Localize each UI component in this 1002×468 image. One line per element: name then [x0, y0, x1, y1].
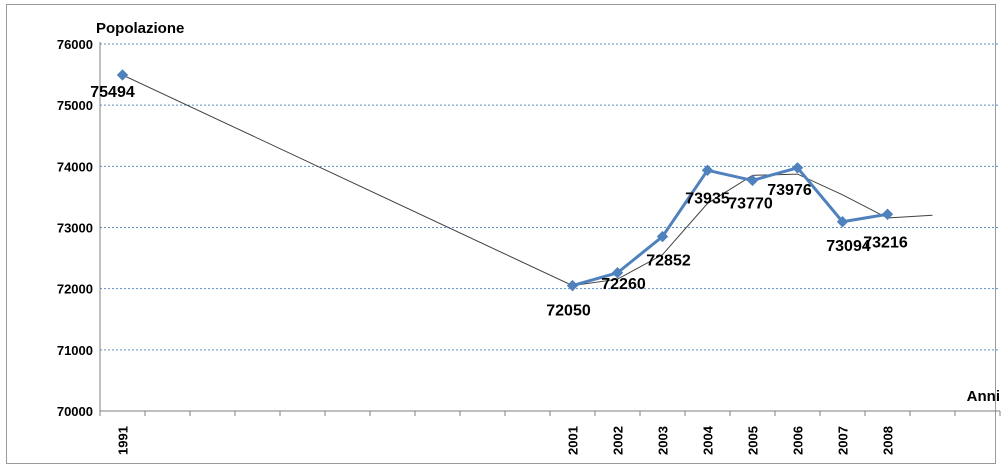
y-tick-label: 75000 — [57, 98, 93, 113]
axes — [99, 42, 1001, 416]
x-tick-label: 2001 — [566, 426, 581, 455]
data-point-marker — [836, 216, 849, 228]
data-label: 73935 — [685, 190, 730, 207]
chart-frame — [6, 4, 996, 464]
data-label: 73770 — [728, 195, 773, 212]
data-point-marker — [611, 267, 624, 279]
gridlines — [100, 43, 1000, 351]
data-label: 72260 — [601, 276, 646, 293]
x-tick-label: 1991 — [116, 426, 131, 455]
data-series — [116, 69, 894, 292]
y-tick-label: 73000 — [57, 221, 93, 236]
data-point-marker — [701, 164, 714, 177]
series-line — [572, 166, 888, 288]
data-label: 72050 — [546, 303, 591, 320]
data-label: 73216 — [863, 234, 908, 251]
x-tick-label: 2005 — [746, 426, 761, 455]
y-tick-label: 70000 — [57, 404, 93, 419]
trendline-path — [122, 74, 933, 287]
data-label: 75494 — [90, 84, 135, 101]
data-point-marker — [656, 230, 669, 243]
x-tick-label: 2002 — [611, 426, 626, 455]
y-tick-label: 72000 — [57, 282, 93, 297]
x-tick-label: 2004 — [701, 425, 716, 455]
data-label: 72852 — [646, 253, 691, 270]
data-point-marker — [566, 279, 579, 292]
data-label: 73976 — [767, 182, 812, 199]
x-tick-label: 2007 — [836, 426, 851, 455]
data-point-marker — [881, 208, 894, 220]
y-tick-label: 71000 — [57, 343, 93, 358]
x-axis-title: Anni — [967, 388, 1000, 405]
x-tick-label: 2006 — [791, 426, 806, 455]
x-tick-label: 2008 — [881, 426, 896, 455]
y-tick-label: 74000 — [57, 159, 93, 174]
data-label: 73094 — [826, 238, 871, 255]
trendline — [122, 74, 933, 287]
data-point-marker — [116, 69, 129, 81]
data-point-marker — [746, 174, 759, 187]
y-tick-label: 76000 — [57, 37, 93, 52]
x-tick-labels: 1991 2001 2002 2003 2004 2005 2006 2007 2008 — [116, 425, 896, 455]
x-tick-label: 2003 — [656, 426, 671, 455]
data-point-marker — [791, 162, 804, 174]
y-axis-title: Popolazione — [96, 20, 184, 37]
y-tick-labels: 70000 71000 72000 73000 74000 75000 76000 — [57, 37, 93, 419]
